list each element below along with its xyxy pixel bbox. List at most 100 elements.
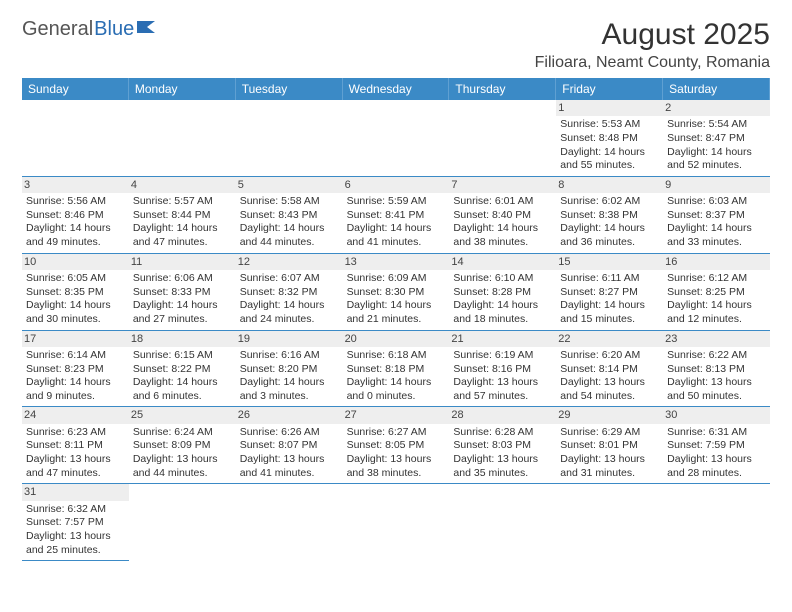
sun-data-line: and 33 minutes.: [667, 236, 766, 250]
calendar-cell: 5Sunrise: 5:58 AMSunset: 8:43 PMDaylight…: [236, 177, 343, 254]
sun-data-line: Sunrise: 6:15 AM: [133, 349, 232, 363]
day-number: 3: [22, 177, 129, 193]
sun-data-line: Sunset: 8:22 PM: [133, 363, 232, 377]
day-number: 2: [663, 100, 770, 116]
sun-data-line: and 41 minutes.: [347, 236, 446, 250]
sun-data-line: and 38 minutes.: [453, 236, 552, 250]
calendar-cell: 7Sunrise: 6:01 AMSunset: 8:40 PMDaylight…: [449, 177, 556, 254]
calendar-cell: 13Sunrise: 6:09 AMSunset: 8:30 PMDayligh…: [343, 254, 450, 331]
calendar-cell: [129, 100, 236, 177]
sun-data-line: Sunset: 8:47 PM: [667, 132, 766, 146]
logo-flag-icon: [137, 18, 159, 41]
calendar-cell: [343, 484, 450, 561]
sun-data-line: Sunset: 8:40 PM: [453, 209, 552, 223]
calendar-grid: SundayMondayTuesdayWednesdayThursdayFrid…: [22, 78, 770, 561]
day-number: 5: [236, 177, 343, 193]
calendar-cell: 29Sunrise: 6:29 AMSunset: 8:01 PMDayligh…: [556, 407, 663, 484]
sun-data-line: Sunrise: 5:59 AM: [347, 195, 446, 209]
sun-data-line: and 18 minutes.: [453, 313, 552, 327]
day-number: 9: [663, 177, 770, 193]
sun-data-line: Sunrise: 6:22 AM: [667, 349, 766, 363]
page-title: August 2025: [602, 18, 770, 52]
calendar-cell: 26Sunrise: 6:26 AMSunset: 8:07 PMDayligh…: [236, 407, 343, 484]
sun-data-line: Daylight: 14 hours: [133, 299, 232, 313]
day-header: Monday: [129, 78, 236, 100]
calendar-cell: 16Sunrise: 6:12 AMSunset: 8:25 PMDayligh…: [663, 254, 770, 331]
sun-data-line: Sunset: 8:23 PM: [26, 363, 125, 377]
sun-data-line: Sunrise: 6:10 AM: [453, 272, 552, 286]
calendar-cell: 11Sunrise: 6:06 AMSunset: 8:33 PMDayligh…: [129, 254, 236, 331]
sun-data-line: Daylight: 14 hours: [667, 222, 766, 236]
sun-data-line: Sunset: 8:18 PM: [347, 363, 446, 377]
sun-data-line: Sunset: 8:09 PM: [133, 439, 232, 453]
sun-data-line: Daylight: 13 hours: [26, 530, 125, 544]
day-number: 22: [556, 331, 663, 347]
day-number: 25: [129, 407, 236, 423]
calendar-cell: 24Sunrise: 6:23 AMSunset: 8:11 PMDayligh…: [22, 407, 129, 484]
day-number: 14: [449, 254, 556, 270]
day-header: Saturday: [663, 78, 770, 100]
sun-data-line: and 0 minutes.: [347, 390, 446, 404]
sun-data-line: Daylight: 14 hours: [240, 299, 339, 313]
sun-data-line: Sunset: 7:57 PM: [26, 516, 125, 530]
sun-data-line: Sunset: 8:20 PM: [240, 363, 339, 377]
sun-data-line: and 47 minutes.: [133, 236, 232, 250]
sun-data-line: Daylight: 14 hours: [453, 222, 552, 236]
sun-data-line: Daylight: 13 hours: [347, 453, 446, 467]
calendar-cell: 21Sunrise: 6:19 AMSunset: 8:16 PMDayligh…: [449, 331, 556, 408]
sun-data-line: and 24 minutes.: [240, 313, 339, 327]
day-number: 12: [236, 254, 343, 270]
sun-data-line: Daylight: 14 hours: [560, 146, 659, 160]
calendar-cell: 9Sunrise: 6:03 AMSunset: 8:37 PMDaylight…: [663, 177, 770, 254]
calendar-cell: 30Sunrise: 6:31 AMSunset: 7:59 PMDayligh…: [663, 407, 770, 484]
day-header: Tuesday: [236, 78, 343, 100]
calendar-cell: 19Sunrise: 6:16 AMSunset: 8:20 PMDayligh…: [236, 331, 343, 408]
calendar-cell: 1Sunrise: 5:53 AMSunset: 8:48 PMDaylight…: [556, 100, 663, 177]
sun-data-line: and 54 minutes.: [560, 390, 659, 404]
sun-data-line: Daylight: 13 hours: [240, 453, 339, 467]
calendar-cell: [449, 484, 556, 561]
sun-data-line: Sunrise: 6:16 AM: [240, 349, 339, 363]
calendar-cell: 22Sunrise: 6:20 AMSunset: 8:14 PMDayligh…: [556, 331, 663, 408]
day-number: 23: [663, 331, 770, 347]
sun-data-line: Sunrise: 6:19 AM: [453, 349, 552, 363]
day-number: 26: [236, 407, 343, 423]
calendar-cell: 2Sunrise: 5:54 AMSunset: 8:47 PMDaylight…: [663, 100, 770, 177]
sun-data-line: Daylight: 14 hours: [26, 299, 125, 313]
calendar-cell: [449, 100, 556, 177]
day-number: 30: [663, 407, 770, 423]
sun-data-line: Daylight: 13 hours: [133, 453, 232, 467]
day-number: 29: [556, 407, 663, 423]
logo-text-blue: Blue: [94, 18, 134, 41]
sun-data-line: Sunrise: 6:18 AM: [347, 349, 446, 363]
sun-data-line: and 44 minutes.: [133, 467, 232, 481]
sun-data-line: Daylight: 13 hours: [560, 376, 659, 390]
calendar-cell: [236, 100, 343, 177]
sun-data-line: Sunrise: 6:28 AM: [453, 426, 552, 440]
calendar-cell: 20Sunrise: 6:18 AMSunset: 8:18 PMDayligh…: [343, 331, 450, 408]
sun-data-line: Sunrise: 5:56 AM: [26, 195, 125, 209]
calendar-cell: [236, 484, 343, 561]
sun-data-line: Daylight: 14 hours: [26, 376, 125, 390]
sun-data-line: Sunrise: 6:11 AM: [560, 272, 659, 286]
sun-data-line: Daylight: 14 hours: [26, 222, 125, 236]
sun-data-line: and 38 minutes.: [347, 467, 446, 481]
day-header: Sunday: [22, 78, 129, 100]
calendar-cell: [663, 484, 770, 561]
sun-data-line: Sunset: 8:32 PM: [240, 286, 339, 300]
sun-data-line: Sunset: 8:25 PM: [667, 286, 766, 300]
day-number: 15: [556, 254, 663, 270]
calendar-cell: 12Sunrise: 6:07 AMSunset: 8:32 PMDayligh…: [236, 254, 343, 331]
sun-data-line: Sunset: 8:03 PM: [453, 439, 552, 453]
sun-data-line: and 36 minutes.: [560, 236, 659, 250]
day-header: Friday: [556, 78, 663, 100]
sun-data-line: Sunset: 8:05 PM: [347, 439, 446, 453]
calendar-cell: 15Sunrise: 6:11 AMSunset: 8:27 PMDayligh…: [556, 254, 663, 331]
sun-data-line: Sunset: 8:37 PM: [667, 209, 766, 223]
calendar-cell: 28Sunrise: 6:28 AMSunset: 8:03 PMDayligh…: [449, 407, 556, 484]
calendar-cell: 14Sunrise: 6:10 AMSunset: 8:28 PMDayligh…: [449, 254, 556, 331]
sun-data-line: Sunrise: 6:05 AM: [26, 272, 125, 286]
sun-data-line: and 50 minutes.: [667, 390, 766, 404]
day-number: 28: [449, 407, 556, 423]
sun-data-line: Sunset: 8:43 PM: [240, 209, 339, 223]
